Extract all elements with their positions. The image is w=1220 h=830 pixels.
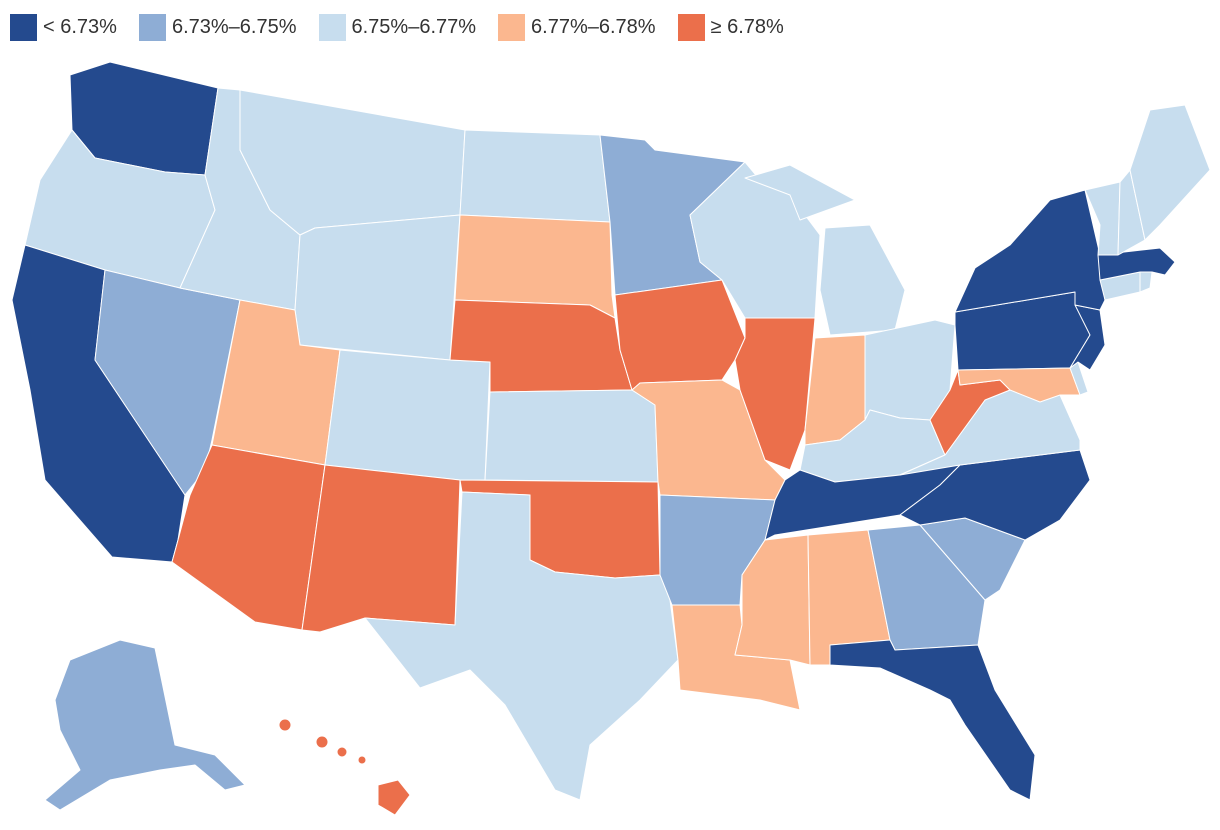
legend-item-lt-6-73: < 6.73% bbox=[10, 14, 117, 41]
legend-item-6-75-6-77: 6.75%–6.77% bbox=[318, 14, 477, 41]
state-hawaii[interactable] bbox=[278, 718, 411, 816]
legend: < 6.73% 6.73%–6.75% 6.75%–6.77% 6.77%–6.… bbox=[10, 14, 806, 41]
legend-swatch bbox=[318, 14, 346, 41]
state-florida[interactable] bbox=[829, 639, 1036, 801]
state-maryland[interactable] bbox=[957, 367, 1081, 403]
legend-label: < 6.73% bbox=[43, 16, 117, 38]
state-alaska[interactable] bbox=[44, 639, 246, 811]
legend-swatch bbox=[677, 14, 705, 41]
legend-label: 6.75%–6.77% bbox=[351, 16, 477, 38]
state-louisiana[interactable] bbox=[671, 604, 801, 711]
legend-label: 6.73%–6.75% bbox=[171, 16, 297, 38]
legend-label: ≥ 6.78% bbox=[710, 16, 784, 38]
legend-item-ge-6-78: ≥ 6.78% bbox=[677, 14, 784, 41]
legend-item-6-77-6-78: 6.77%–6.78% bbox=[498, 14, 656, 41]
state-new-york[interactable] bbox=[954, 189, 1106, 313]
state-colorado[interactable] bbox=[324, 349, 491, 481]
state-north-carolina[interactable] bbox=[899, 449, 1091, 541]
legend-item-6-73-6-75: 6.73%–6.75% bbox=[138, 14, 297, 41]
legend-label: 6.77%–6.78% bbox=[531, 16, 656, 38]
state-mississippi[interactable] bbox=[734, 534, 811, 666]
legend-swatch bbox=[498, 14, 526, 41]
state-new-jersey[interactable] bbox=[1069, 304, 1106, 371]
state-montana[interactable] bbox=[239, 89, 466, 236]
state-illinois[interactable] bbox=[734, 317, 816, 471]
legend-swatch bbox=[10, 14, 37, 41]
state-maine[interactable] bbox=[1129, 104, 1211, 241]
state-massachusetts[interactable] bbox=[1097, 247, 1176, 281]
state-new-mexico[interactable] bbox=[301, 464, 461, 633]
state-texas[interactable] bbox=[364, 491, 679, 801]
state-rhode-island[interactable] bbox=[1139, 271, 1153, 293]
state-wyoming[interactable] bbox=[294, 214, 461, 361]
state-iowa[interactable] bbox=[614, 279, 746, 391]
state-wisconsin[interactable] bbox=[689, 161, 821, 319]
state-vermont[interactable] bbox=[1084, 181, 1121, 256]
legend-swatch bbox=[138, 14, 166, 41]
state-kansas[interactable] bbox=[484, 389, 659, 483]
state-north-dakota[interactable] bbox=[459, 129, 611, 223]
